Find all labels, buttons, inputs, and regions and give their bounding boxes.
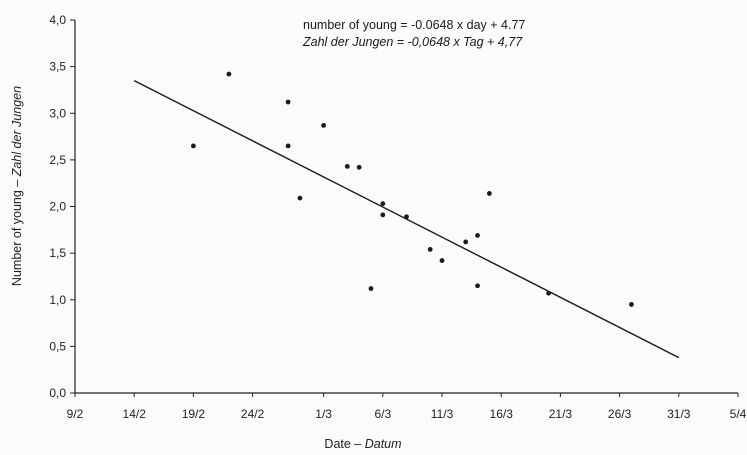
x-axis-title: Date – Datum [324, 437, 401, 451]
data-point [285, 143, 291, 149]
y-tick-label: 0,0 [49, 386, 66, 400]
data-point [321, 122, 327, 128]
data-point [344, 164, 350, 169]
data-point [475, 233, 480, 238]
y-axis-title-prefix: Number of young – [10, 176, 24, 286]
y-tick-label: 1,0 [49, 293, 66, 307]
data-point [439, 258, 445, 263]
data-point [629, 302, 634, 307]
x-tick-label: 6/3 [374, 407, 391, 421]
y-tick-label: 2,5 [49, 153, 66, 167]
x-tick-label: 19/2 [182, 407, 206, 421]
x-axis-title-italic: Datum [365, 437, 402, 451]
x-tick-label: 24/2 [241, 407, 265, 421]
y-tick-label: 2,0 [49, 200, 66, 214]
x-tick-label: 14/2 [123, 407, 147, 421]
data-point [356, 164, 362, 170]
data-point [285, 99, 291, 105]
data-point [190, 143, 196, 149]
data-point [297, 195, 303, 201]
x-tick-label: 5/4 [730, 407, 747, 421]
data-point [404, 214, 409, 220]
x-tick-label: 31/3 [667, 407, 691, 421]
y-tick-label: 3,5 [49, 60, 66, 74]
data-points [190, 71, 634, 307]
y-axis-title: Number of young – Zahl der Jungen [10, 86, 24, 286]
y-tick-label: 0,5 [49, 339, 66, 353]
x-tick-label: 11/3 [431, 407, 454, 421]
y-tick-label: 1,5 [49, 246, 66, 260]
data-point [226, 71, 232, 77]
data-point [427, 246, 433, 252]
data-point [368, 286, 374, 291]
data-point [463, 239, 469, 245]
y-ticks: 0,0 0,5 1,0 1,5 2,0 2,5 3,0 3,5 4,0 [49, 13, 75, 400]
y-tick-label: 3,0 [49, 106, 66, 120]
data-point [546, 290, 551, 296]
x-tick-label: 9/2 [67, 407, 84, 421]
y-tick-label: 4,0 [49, 13, 66, 27]
x-tick-label: 21/3 [549, 407, 573, 421]
data-point [380, 212, 386, 218]
x-ticks: 9/2 14/2 19/2 24/2 1/3 6/3 11/3 16/3 21/3 26/3 31/… [67, 393, 747, 421]
data-point [486, 191, 492, 196]
data-point [475, 283, 480, 289]
x-axis-title-prefix: Date – [324, 437, 364, 451]
x-tick-label: 26/3 [608, 407, 632, 421]
x-tick-label: 1/3 [315, 407, 332, 421]
x-tick-label: 16/3 [490, 407, 514, 421]
equation-german: Zahl der Jungen = -0,0648 x Tag + 4,77 [302, 35, 523, 49]
equation-english: number of young = -0.0648 x day + 4.77 [303, 18, 525, 32]
data-point [380, 201, 386, 207]
y-axis-title-italic: Zahl der Jungen [10, 86, 24, 177]
